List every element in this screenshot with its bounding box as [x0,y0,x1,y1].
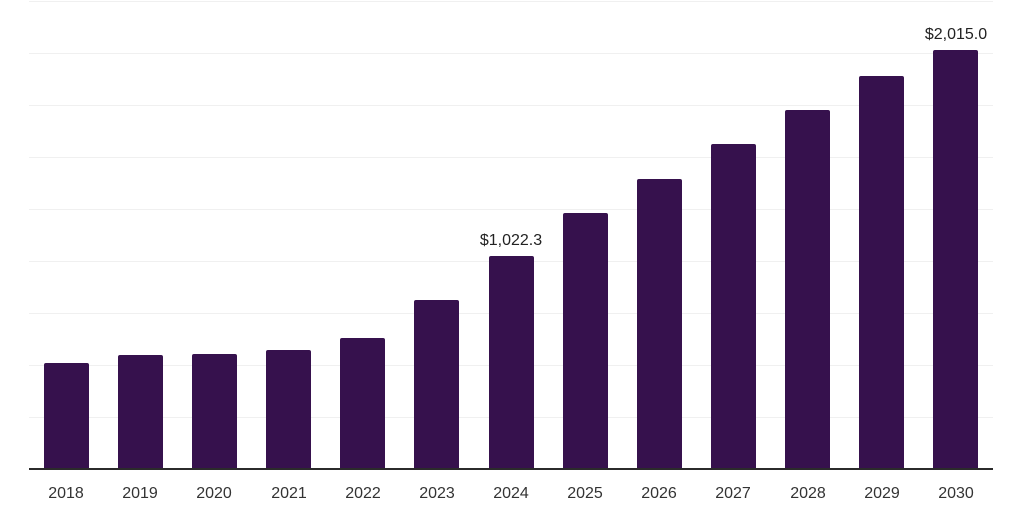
x-axis-label-2028: 2028 [790,485,826,502]
gridline [29,1,993,2]
bar-2026[interactable] [637,179,682,469]
x-axis-label-2024: 2024 [493,485,529,502]
bar-2024[interactable] [489,256,534,469]
data-label-2024: $1,022.3 [479,232,543,249]
x-axis-label-2018: 2018 [48,485,84,502]
x-axis-label-2019: 2019 [122,485,158,502]
bar-2029[interactable] [859,76,904,469]
bar-2019[interactable] [118,355,163,469]
x-axis-label-2030: 2030 [938,485,974,502]
bar-2020[interactable] [192,354,237,469]
gridline [29,53,993,54]
x-axis-label-2025: 2025 [567,485,603,502]
bar-2023[interactable] [414,300,459,469]
bar-2022[interactable] [340,338,385,469]
bar-2021[interactable] [266,350,311,469]
gridline [29,209,993,210]
bar-2030[interactable] [933,50,978,469]
x-axis-label-2020: 2020 [196,485,232,502]
bar-2027[interactable] [711,144,756,469]
bar-2018[interactable] [44,363,89,469]
bar-2028[interactable] [785,110,830,469]
x-axis-label-2026: 2026 [641,485,677,502]
x-axis-label-2029: 2029 [864,485,900,502]
data-label-2030: $2,015.0 [924,26,988,43]
x-axis-line [29,468,993,470]
bar-2025[interactable] [563,213,608,469]
x-axis-label-2023: 2023 [419,485,455,502]
gridline [29,157,993,158]
x-axis-label-2021: 2021 [271,485,307,502]
gridline [29,105,993,106]
x-axis-label-2027: 2027 [715,485,751,502]
x-axis-label-2022: 2022 [345,485,381,502]
